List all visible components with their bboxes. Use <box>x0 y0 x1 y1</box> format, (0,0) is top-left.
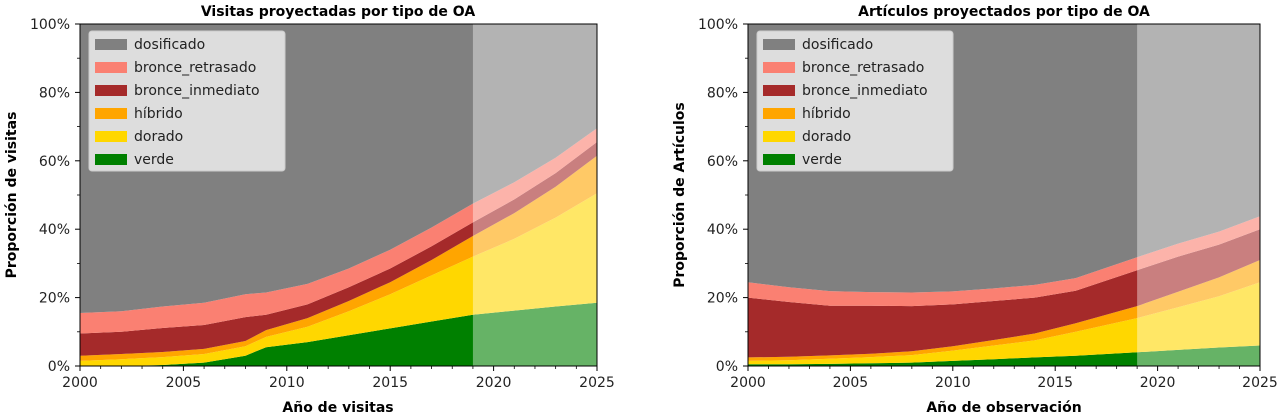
chart-articulos-axes: 2000 2005 2010 2015 2020 2025 0% 20% 40% 60% 80% 10… <box>698 17 1278 391</box>
projection-region-visitas <box>472 24 597 366</box>
x-tick-label-visitas: 2010 <box>269 375 305 391</box>
legend-swatch-visitas <box>95 85 127 96</box>
legend-swatch-articulos <box>763 154 795 165</box>
legend-label-articulos: verde <box>802 152 842 168</box>
x-tick-label-articulos: 2010 <box>935 375 971 391</box>
legend-label-articulos: dorado <box>802 129 851 145</box>
legend-swatch-visitas <box>95 108 127 119</box>
legend-label-articulos: híbrido <box>802 106 851 122</box>
chart-visitas-axes: 2000 2005 2010 2015 2020 2025 0% 20% 40% 60% 80% 10… <box>30 17 615 391</box>
chart-articulos-legend: dosificado bronce_retrasado bronce_inmedia… <box>756 30 954 172</box>
chart-visitas: 2000 2005 2010 2015 2020 2025 0% 20% 40% 60% 80% 10… <box>4 4 615 416</box>
x-tick-label-articulos: 2020 <box>1140 375 1176 391</box>
y-tick-label-visitas: 20% <box>39 291 70 307</box>
legend-swatch-articulos <box>763 131 795 142</box>
area-articulos-h-brido <box>748 260 1260 361</box>
chart-articulos: 2000 2005 2010 2015 2020 2025 0% 20% 40% 60% 80% 10… <box>672 4 1278 416</box>
legend-swatch-articulos <box>763 62 795 73</box>
legend-swatch-articulos <box>763 85 795 96</box>
y-tick-label-articulos: 100% <box>698 17 738 33</box>
x-tick-label-visitas: 2025 <box>579 375 615 391</box>
area-articulos-verde <box>748 345 1260 366</box>
legend-swatch-articulos <box>763 39 795 50</box>
y-tick-label-visitas: 0% <box>48 359 70 375</box>
area-visitas-dorado <box>80 193 597 366</box>
legend-label-visitas: verde <box>134 152 174 168</box>
y-tick-label-visitas: 60% <box>39 154 70 170</box>
legend-swatch-visitas <box>95 131 127 142</box>
x-tick-label-visitas: 2000 <box>62 375 98 391</box>
legend-label-articulos: bronce_inmediato <box>802 83 928 99</box>
area-articulos-bronce-retrasado <box>748 216 1260 307</box>
legend-label-visitas: bronce_retrasado <box>134 60 256 76</box>
y-tick-label-visitas: 40% <box>39 222 70 238</box>
x-tick-label-visitas: 2005 <box>166 375 202 391</box>
legend-label-visitas: bronce_inmediato <box>134 83 260 99</box>
legend-label-articulos: bronce_retrasado <box>802 60 924 76</box>
legend-box-articulos <box>756 30 954 172</box>
legend-box-visitas <box>88 30 286 172</box>
chart-visitas-ylabel: Proporción de visitas <box>4 112 20 279</box>
chart-articulos-xlabel: Año de observación <box>926 400 1081 416</box>
x-tick-label-articulos: 2000 <box>730 375 766 391</box>
area-articulos-bronce-inmediato <box>748 229 1260 358</box>
y-tick-label-articulos: 20% <box>707 291 738 307</box>
legend-label-articulos: dosificado <box>802 37 873 53</box>
area-articulos-dorado <box>748 282 1260 365</box>
legend-swatch-visitas <box>95 39 127 50</box>
x-tick-label-articulos: 2025 <box>1242 375 1278 391</box>
chart-visitas-legend: dosificado bronce_retrasado bronce_inmedia… <box>88 30 286 172</box>
y-tick-label-articulos: 0% <box>716 359 738 375</box>
legend-swatch-visitas <box>95 62 127 73</box>
projection-region-articulos <box>1137 24 1260 366</box>
legend-label-visitas: dosificado <box>134 37 205 53</box>
chart-visitas-xlabel: Año de visitas <box>282 400 393 416</box>
legend-label-visitas: dorado <box>134 129 183 145</box>
area-visitas-verde <box>80 302 597 366</box>
area-visitas-bronce-inmediato <box>80 142 597 356</box>
area-visitas-bronce-retrasado <box>80 128 597 334</box>
y-tick-label-visitas: 80% <box>39 85 70 101</box>
legend-label-visitas: híbrido <box>134 106 183 122</box>
legend-swatch-articulos <box>763 108 795 119</box>
y-tick-label-articulos: 80% <box>707 85 738 101</box>
x-tick-label-articulos: 2015 <box>1037 375 1073 391</box>
legend-swatch-visitas <box>95 154 127 165</box>
y-tick-label-articulos: 60% <box>707 154 738 170</box>
x-tick-label-visitas: 2020 <box>476 375 512 391</box>
x-tick-label-articulos: 2005 <box>833 375 869 391</box>
chart-visitas-title: Visitas proyectadas por tipo de OA <box>201 4 475 20</box>
chart-articulos-ylabel: Proporción de Artículos <box>672 102 688 288</box>
y-tick-label-articulos: 40% <box>707 222 738 238</box>
chart-articulos-title: Artículos proyectados por tipo de OA <box>858 4 1150 20</box>
y-tick-label-visitas: 100% <box>30 17 70 33</box>
x-tick-label-visitas: 2015 <box>372 375 408 391</box>
